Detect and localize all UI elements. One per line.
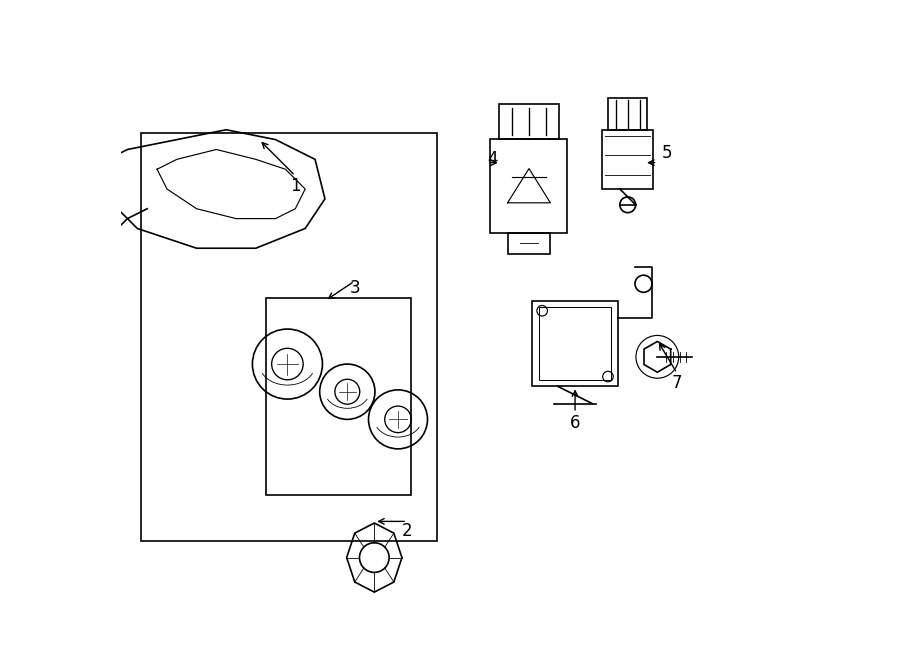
Bar (532, 301, 617, 387)
Bar (602, 130, 653, 189)
Bar (140, 133, 436, 541)
Text: 2: 2 (402, 522, 412, 540)
Text: 5: 5 (662, 144, 672, 162)
Text: 4: 4 (488, 150, 498, 169)
Bar (539, 307, 611, 380)
Bar (508, 233, 551, 254)
Text: 6: 6 (570, 414, 580, 432)
Bar (499, 104, 559, 139)
Text: 7: 7 (671, 374, 682, 392)
Bar (266, 297, 410, 495)
Text: 1: 1 (290, 176, 301, 195)
Bar (491, 139, 568, 233)
Text: 3: 3 (349, 279, 360, 297)
Bar (608, 98, 647, 130)
